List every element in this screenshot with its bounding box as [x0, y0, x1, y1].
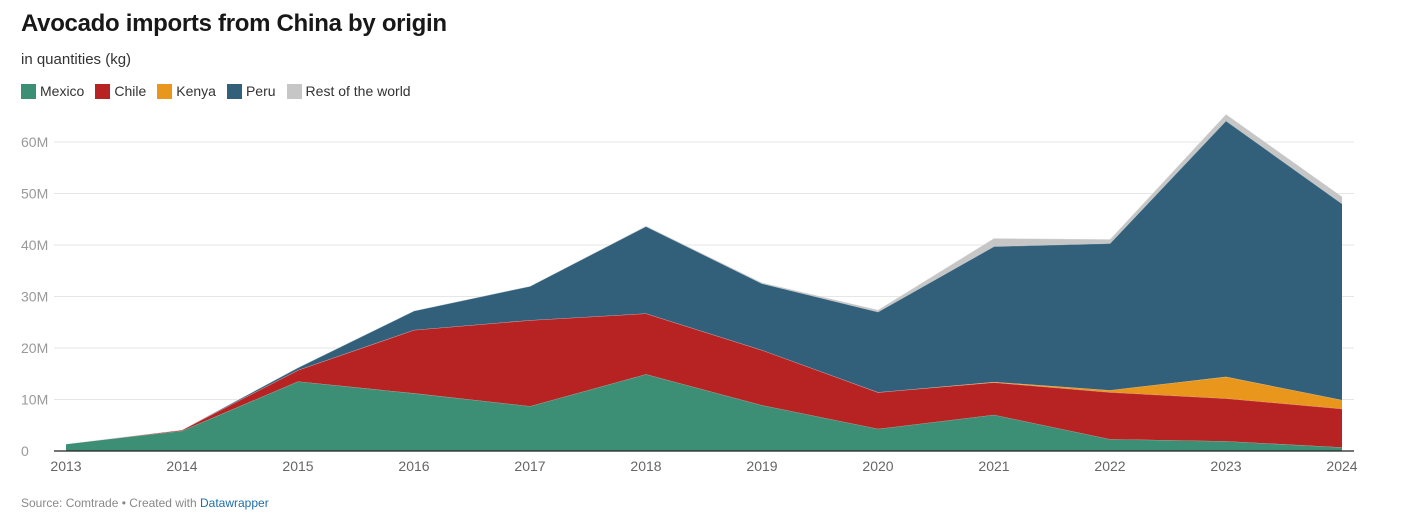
- legend-swatch-mexico: [21, 83, 36, 99]
- legend-label-peru: Peru: [245, 83, 276, 99]
- legend-item-mexico: Mexico: [21, 83, 84, 99]
- legend-swatch-chile: [95, 83, 111, 99]
- y-tick-label: 20M: [21, 340, 48, 356]
- separator-dot: •: [121, 496, 130, 510]
- axes: 0 10M 20M 30M 40M 50M 60M 2013 2014 2015 2016 2017 2…: [21, 134, 1358, 474]
- area-edge-rest-of-the-world: [65, 113, 1343, 445]
- x-tick-label: 2020: [862, 458, 893, 474]
- source-text: Source: Comtrade: [21, 496, 119, 510]
- legend-swatch-rest-of-world: [286, 83, 302, 99]
- footer: Source: Comtrade • Created with Datawrap…: [21, 496, 269, 510]
- legend-label-mexico: Mexico: [40, 83, 85, 99]
- area-mexico: [66, 374, 1342, 451]
- x-tick-label: 2019: [746, 458, 777, 474]
- x-tick-label: 2018: [630, 458, 661, 474]
- legend: Mexico Chile Kenya Peru Rest of the worl…: [21, 83, 411, 99]
- x-tick-label: 2016: [398, 458, 429, 474]
- y-tick-label: 40M: [21, 237, 48, 253]
- datawrapper-link[interactable]: Datawrapper: [200, 496, 269, 510]
- y-tick-label: 30M: [21, 289, 48, 305]
- area-chile: [66, 313, 1342, 448]
- legend-label-chile: Chile: [114, 83, 147, 99]
- x-tick-label: 2024: [1326, 458, 1357, 474]
- legend-label-kenya: Kenya: [176, 83, 216, 99]
- legend-label-rest-of-world: Rest of the world: [305, 83, 411, 99]
- legend-item-rest-of-world: Rest of the world: [286, 83, 411, 99]
- legend-swatch-kenya: [157, 83, 173, 99]
- x-tick-label: 2013: [50, 458, 81, 474]
- x-tick-label: 2017: [514, 458, 545, 474]
- x-tick-label: 2015: [282, 458, 313, 474]
- y-tick-label: 50M: [21, 186, 48, 202]
- chart-title: Avocado imports from China by origin: [21, 10, 447, 37]
- y-tick-label: 10M: [21, 392, 48, 408]
- x-tick-label: 2021: [978, 458, 1009, 474]
- x-tick-label: 2014: [166, 458, 197, 474]
- legend-item-chile: Chile: [95, 83, 146, 99]
- y-tick-label: 60M: [21, 134, 48, 150]
- x-tick-label: 2022: [1094, 458, 1125, 474]
- x-tick-label: 2023: [1210, 458, 1241, 474]
- legend-swatch-peru: [226, 83, 242, 99]
- credit-text: Created with: [129, 496, 197, 510]
- area-peru: [66, 120, 1342, 444]
- chart-subtitle: in quantities (kg): [21, 51, 132, 68]
- y-tick-label: 0: [21, 443, 29, 459]
- area-layers: [65, 113, 1343, 451]
- legend-item-peru: Peru: [226, 83, 276, 99]
- legend-item-kenya: Kenya: [157, 83, 216, 99]
